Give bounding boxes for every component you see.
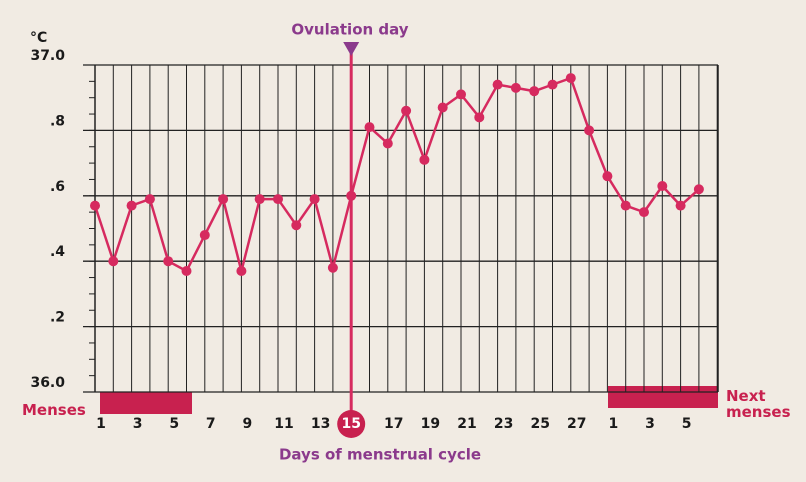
- data-point: [163, 256, 174, 267]
- data-point: [529, 86, 540, 97]
- data-point: [309, 194, 320, 205]
- data-point: [273, 194, 283, 205]
- x-tick-label: 15: [341, 416, 360, 432]
- x-tick-label: 9: [243, 416, 253, 432]
- unit-label: °C: [30, 30, 47, 46]
- x-tick-label: 1: [96, 416, 106, 432]
- y-tick-label: .2: [50, 310, 65, 326]
- x-tick-label: 21: [457, 416, 476, 432]
- x-tick-label: 5: [682, 416, 692, 432]
- y-tick-label: .6: [50, 179, 65, 195]
- data-point: [346, 190, 357, 201]
- y-tick-label: .4: [50, 244, 65, 260]
- menses-label: Menses: [22, 401, 86, 419]
- data-point: [565, 73, 576, 84]
- data-point: [510, 82, 521, 93]
- x-tick-label: 11: [274, 416, 293, 432]
- y-tick-label: .8: [50, 113, 65, 129]
- data-point: [401, 105, 412, 116]
- data-point: [364, 122, 375, 133]
- data-point: [639, 207, 649, 218]
- x-tick-label: 17: [384, 416, 403, 432]
- x-axis-label: Days of menstrual cycle: [279, 446, 481, 464]
- data-point: [382, 138, 393, 149]
- data-point: [456, 89, 466, 100]
- y-tick-label: 37.0: [30, 48, 65, 64]
- data-point: [236, 266, 247, 277]
- data-point: [675, 200, 686, 211]
- x-tick-label: 3: [133, 416, 143, 432]
- data-point: [144, 194, 155, 205]
- data-point: [620, 200, 631, 211]
- data-point: [547, 79, 558, 90]
- data-point: [492, 79, 503, 90]
- x-tick-label: 3: [645, 416, 655, 432]
- data-point: [291, 220, 302, 231]
- data-point: [602, 171, 613, 182]
- data-point: [657, 180, 668, 191]
- data-point: [126, 200, 137, 211]
- menses-bar: [100, 392, 192, 414]
- next-menses-label: Next menses: [726, 387, 791, 421]
- ovulation-marker: [343, 42, 360, 56]
- x-tick-label: 25: [530, 416, 549, 432]
- data-point: [419, 154, 430, 165]
- data-point: [327, 262, 338, 273]
- x-tick-label: 27: [567, 416, 586, 432]
- x-tick-label: 13: [311, 416, 330, 432]
- data-point: [199, 230, 210, 241]
- data-point: [181, 266, 192, 277]
- data-point: [90, 200, 100, 211]
- ovulation-label: Ovulation day: [291, 21, 408, 39]
- x-tick-label: 23: [494, 416, 513, 432]
- data-point: [108, 256, 119, 267]
- x-tick-label: 19: [421, 416, 440, 432]
- data-point: [437, 102, 448, 113]
- data-point: [474, 112, 485, 123]
- data-point: [218, 194, 229, 205]
- next-menses-bar: [608, 386, 718, 408]
- data-point: [693, 184, 704, 195]
- x-tick-label: 7: [206, 416, 216, 432]
- y-tick-label: 36.0: [30, 375, 65, 391]
- series-line: [93, 76, 700, 273]
- data-point: [584, 125, 595, 136]
- data-point: [254, 194, 265, 205]
- highlight-circle: [337, 410, 366, 438]
- x-tick-label: 5: [169, 416, 179, 432]
- x-tick-label: 1: [609, 416, 619, 432]
